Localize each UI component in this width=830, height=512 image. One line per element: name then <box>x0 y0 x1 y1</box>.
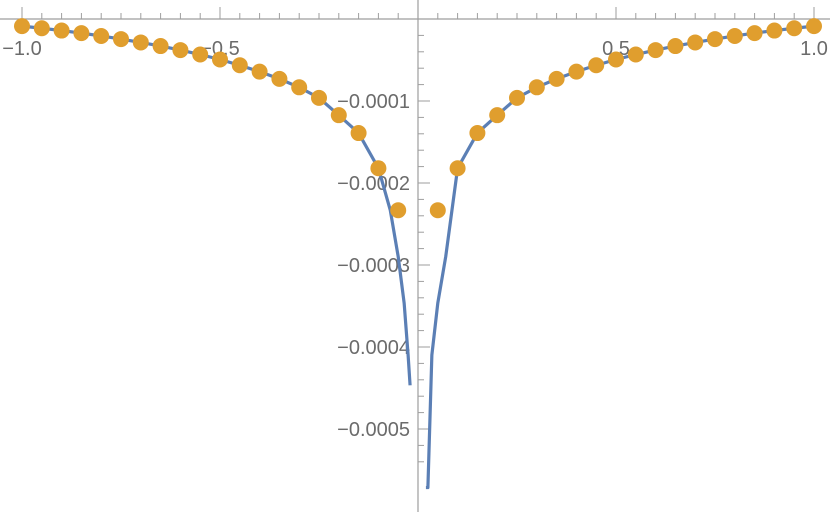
x-tick-label: −1.0 <box>2 38 41 60</box>
data-point <box>14 18 30 35</box>
data-point <box>251 63 268 80</box>
data-point <box>449 160 466 177</box>
data-point <box>568 63 585 80</box>
data-point <box>291 79 308 96</box>
data-point <box>806 18 822 35</box>
data-point <box>271 70 288 87</box>
data-point <box>429 202 446 219</box>
y-tick-label: −0.0004 <box>337 337 410 359</box>
data-point <box>548 70 565 87</box>
y-axis-ticks: −0.0001 −0.0002 −0.0003 −0.0004 −0.0005 <box>337 91 410 441</box>
data-point <box>667 38 684 55</box>
sample-points-series <box>14 18 822 219</box>
data-point <box>766 22 783 39</box>
x-tick-label: 1.0 <box>800 38 828 60</box>
y-tick-label: −0.0003 <box>337 255 410 277</box>
data-point <box>528 79 545 96</box>
data-point <box>350 125 367 142</box>
data-point <box>93 27 110 44</box>
data-point <box>707 31 723 48</box>
data-point <box>786 20 803 37</box>
data-point <box>192 46 209 63</box>
data-point <box>509 89 525 106</box>
data-point <box>588 57 605 74</box>
axis-minor-ticks <box>21 7 815 463</box>
data-point <box>390 202 407 219</box>
data-point <box>687 34 704 51</box>
x-tick-label: 0.5 <box>602 38 630 60</box>
data-point <box>330 107 347 124</box>
data-point <box>489 107 506 124</box>
data-point <box>33 20 50 37</box>
data-point <box>152 38 169 55</box>
data-point <box>647 42 664 59</box>
x-axis-ticks: −1.0 −0.5 0.5 1.0 <box>2 38 828 60</box>
data-point <box>608 51 624 68</box>
data-point <box>113 31 129 48</box>
data-point <box>212 51 228 68</box>
data-point <box>726 27 743 44</box>
curve-segment <box>425 24 815 490</box>
data-point <box>172 42 189 59</box>
data-point <box>311 89 327 106</box>
data-point <box>370 160 387 177</box>
curve-segment <box>21 24 412 386</box>
data-point <box>53 22 70 39</box>
y-tick-label: −0.0002 <box>337 173 410 195</box>
data-point <box>469 125 486 142</box>
x-tick-label: −0.5 <box>200 38 239 60</box>
y-tick-label: −0.0005 <box>337 419 410 441</box>
y-tick-label: −0.0001 <box>337 91 410 113</box>
data-point <box>73 25 90 42</box>
data-point <box>746 25 763 42</box>
data-point <box>132 34 149 51</box>
data-point <box>231 57 248 74</box>
data-point <box>627 46 644 63</box>
